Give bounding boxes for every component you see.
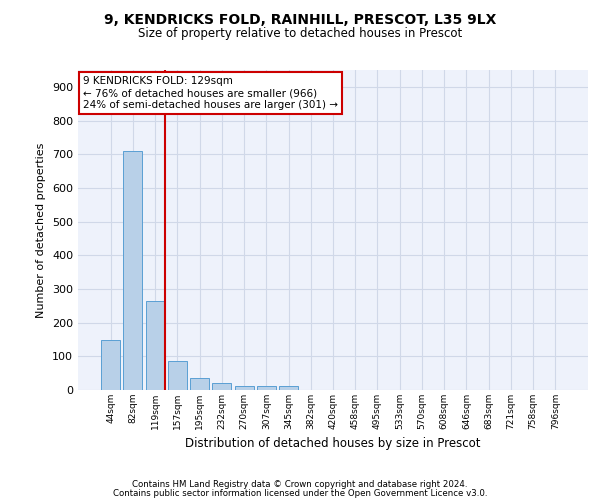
Text: Size of property relative to detached houses in Prescot: Size of property relative to detached ho… xyxy=(138,28,462,40)
Text: Contains public sector information licensed under the Open Government Licence v3: Contains public sector information licen… xyxy=(113,489,487,498)
Bar xyxy=(124,150,142,390)
Bar xyxy=(101,340,120,390)
Bar xyxy=(212,382,231,390)
Bar xyxy=(235,386,254,390)
Bar xyxy=(168,362,187,390)
X-axis label: Distribution of detached houses by size in Prescot: Distribution of detached houses by size … xyxy=(185,438,481,450)
Y-axis label: Number of detached properties: Number of detached properties xyxy=(37,142,46,318)
Text: Contains HM Land Registry data © Crown copyright and database right 2024.: Contains HM Land Registry data © Crown c… xyxy=(132,480,468,489)
Text: 9 KENDRICKS FOLD: 129sqm
← 76% of detached houses are smaller (966)
24% of semi-: 9 KENDRICKS FOLD: 129sqm ← 76% of detach… xyxy=(83,76,338,110)
Bar xyxy=(190,378,209,390)
Bar xyxy=(146,302,164,390)
Text: 9, KENDRICKS FOLD, RAINHILL, PRESCOT, L35 9LX: 9, KENDRICKS FOLD, RAINHILL, PRESCOT, L3… xyxy=(104,12,496,26)
Bar xyxy=(257,386,276,390)
Bar xyxy=(279,386,298,390)
